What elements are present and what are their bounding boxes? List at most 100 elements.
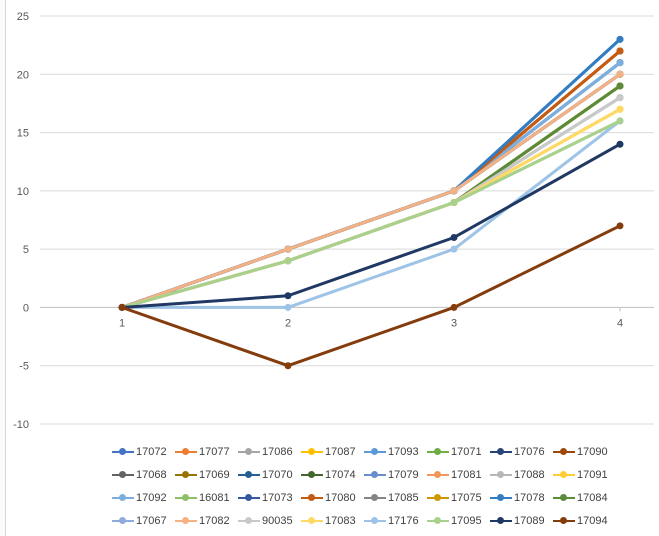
legend-swatch <box>364 447 386 457</box>
legend-swatch <box>553 447 575 457</box>
legend-swatch-marker <box>560 448 567 455</box>
x-tick-label: 3 <box>451 317 457 329</box>
legend-swatch <box>553 516 575 526</box>
series-lines <box>118 35 624 370</box>
legend: 17072 17077 17086 17087 17093 17071 17076 17090… <box>112 440 652 532</box>
legend-swatch-marker <box>245 517 252 524</box>
legend-label: 17080 <box>325 491 356 504</box>
legend-swatch <box>364 516 386 526</box>
legend-label: 17079 <box>388 468 419 481</box>
legend-swatch-marker <box>434 471 441 478</box>
legend-label: 17075 <box>451 491 482 504</box>
series-17093 <box>118 35 624 311</box>
legend-item: 17069 <box>175 463 238 486</box>
x-tick-label: 2 <box>285 317 291 329</box>
legend-swatch <box>427 447 449 457</box>
legend-item: 17093 <box>364 440 427 463</box>
legend-label: 17069 <box>199 468 230 481</box>
y-tick-label: -10 <box>13 419 29 431</box>
series-17090 <box>118 47 624 311</box>
data-point <box>616 140 624 148</box>
y-tick-label: 5 <box>23 244 29 256</box>
data-point <box>450 303 458 311</box>
legend-swatch-marker <box>434 448 441 455</box>
data-point <box>616 94 624 102</box>
legend-label: 17083 <box>325 514 356 527</box>
data-point <box>450 187 458 195</box>
data-point <box>616 59 624 67</box>
legend-swatch <box>490 493 512 503</box>
x-axis-tick-labels: 1 2 3 4 <box>119 307 623 329</box>
series-17077 <box>118 47 624 311</box>
y-tick-label: 15 <box>17 128 29 140</box>
legend-label: 17086 <box>262 445 293 458</box>
legend-swatch-marker <box>308 517 315 524</box>
legend-label: 17072 <box>136 445 167 458</box>
legend-item: 17068 <box>112 463 175 486</box>
y-axis-tick-labels: -10 -5 0 5 10 15 20 25 <box>13 11 29 431</box>
series-line <box>121 96 621 309</box>
legend-swatch-marker <box>182 517 189 524</box>
series-line <box>121 96 621 309</box>
legend-item: 17073 <box>238 486 301 509</box>
series-17072 <box>118 35 624 311</box>
legend-swatch-marker <box>560 494 567 501</box>
legend-swatch-marker <box>182 471 189 478</box>
legend-swatch <box>175 493 197 503</box>
legend-row: 17092 16081 17073 17080 17085 17075 17078 17084 <box>112 486 652 509</box>
legend-item: 17074 <box>301 463 364 486</box>
legend-row: 17068 17069 17070 17074 17079 17081 17088 17091 <box>112 463 652 486</box>
legend-item: 17087 <box>301 440 364 463</box>
legend-swatch <box>490 470 512 480</box>
legend-label: 17081 <box>451 468 482 481</box>
legend-item: 17092 <box>112 486 175 509</box>
data-point <box>284 362 292 370</box>
legend-label: 17091 <box>577 468 608 481</box>
data-point <box>616 70 624 78</box>
series-line <box>121 96 621 309</box>
data-point <box>616 117 624 125</box>
legend-swatch-marker <box>434 494 441 501</box>
legend-item: 17089 <box>490 509 553 532</box>
legend-label: 17094 <box>577 514 608 527</box>
legend-swatch-marker <box>371 517 378 524</box>
legend-item: 90035 <box>238 509 301 532</box>
legend-swatch <box>427 516 449 526</box>
legend-item: 17076 <box>490 440 553 463</box>
legend-label: 17068 <box>136 468 167 481</box>
series-17089 <box>118 140 624 311</box>
legend-label: 17090 <box>577 445 608 458</box>
legend-label: 17067 <box>136 514 167 527</box>
data-point <box>616 82 624 90</box>
legend-swatch <box>112 470 134 480</box>
data-point <box>616 47 624 55</box>
legend-row: 17067 17082 90035 17083 17176 17095 17089 17094 <box>112 509 652 532</box>
legend-label: 17092 <box>136 491 167 504</box>
series-17094 <box>118 222 624 370</box>
y-tick-label: -5 <box>19 361 29 373</box>
legend-item: 17077 <box>175 440 238 463</box>
legend-swatch-marker <box>497 517 504 524</box>
legend-item: 17075 <box>427 486 490 509</box>
legend-item: 17090 <box>553 440 616 463</box>
legend-swatch <box>553 470 575 480</box>
legend-label: 17087 <box>325 445 356 458</box>
legend-swatch <box>238 516 260 526</box>
legend-swatch <box>238 447 260 457</box>
legend-item: 17095 <box>427 509 490 532</box>
legend-item: 17078 <box>490 486 553 509</box>
legend-item: 17067 <box>112 509 175 532</box>
gridlines <box>40 15 654 425</box>
legend-swatch-marker <box>245 494 252 501</box>
legend-label: 17089 <box>514 514 545 527</box>
series-line <box>121 119 621 309</box>
data-point <box>616 35 624 43</box>
series-line <box>121 224 621 368</box>
x-tick-label: 4 <box>617 317 623 329</box>
legend-item: 17094 <box>553 509 616 532</box>
legend-item: 17086 <box>238 440 301 463</box>
legend-swatch-marker <box>371 494 378 501</box>
legend-swatch <box>301 516 323 526</box>
legend-swatch <box>427 493 449 503</box>
